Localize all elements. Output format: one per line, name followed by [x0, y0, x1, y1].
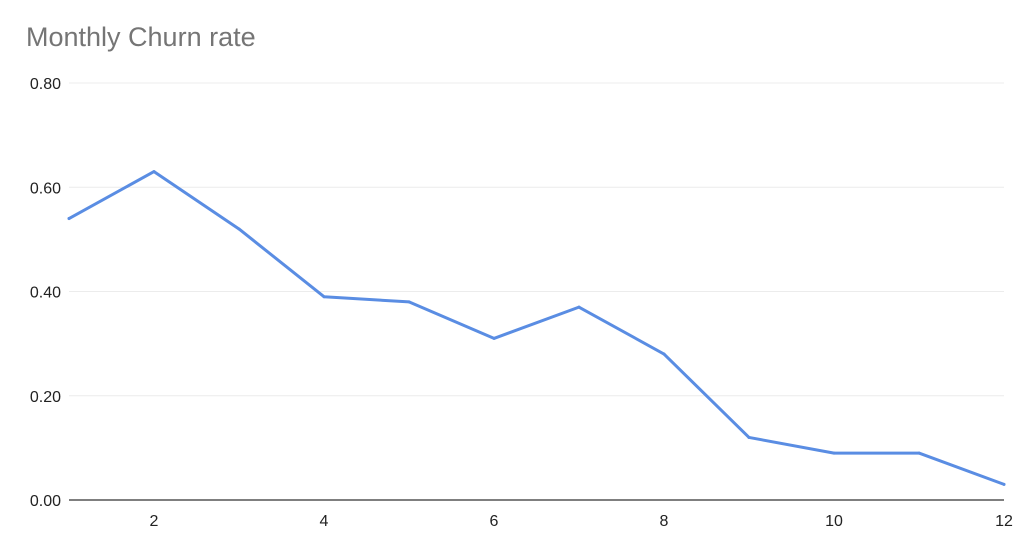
data-point-12 — [1002, 482, 1006, 486]
x-tick-label: 6 — [490, 513, 499, 530]
data-point-7 — [577, 305, 581, 309]
data-point-9 — [747, 435, 751, 439]
data-point-11 — [917, 451, 921, 455]
x-tick-label: 2 — [150, 513, 159, 530]
x-tick-label: 10 — [825, 513, 843, 530]
data-point-10 — [832, 451, 836, 455]
data-point-4 — [322, 295, 326, 299]
y-tick-label: 0.20 — [30, 389, 61, 406]
x-axis-tick-labels: 2 4 6 8 10 12 — [150, 513, 1013, 530]
data-point-1 — [67, 217, 71, 221]
data-point-3 — [237, 227, 241, 231]
x-tick-label: 12 — [995, 513, 1013, 530]
x-tick-label: 8 — [660, 513, 669, 530]
series-layer — [67, 170, 1006, 486]
gridlines — [69, 82, 1004, 397]
y-tick-label: 0.40 — [30, 285, 61, 302]
x-tick-label: 4 — [320, 513, 329, 530]
data-point-6 — [492, 336, 496, 340]
data-point-8 — [662, 352, 666, 356]
y-axis-tick-labels: 0.00 0.20 0.40 0.60 0.80 — [30, 76, 61, 510]
series-line-0 — [67, 170, 1006, 486]
y-tick-label: 0.60 — [30, 180, 61, 197]
chart-title: Monthly Churn rate — [26, 22, 256, 52]
data-point-2 — [152, 170, 156, 174]
y-tick-label: 0.80 — [30, 76, 61, 93]
y-tick-label: 0.00 — [30, 493, 61, 510]
data-point-5 — [407, 300, 411, 304]
